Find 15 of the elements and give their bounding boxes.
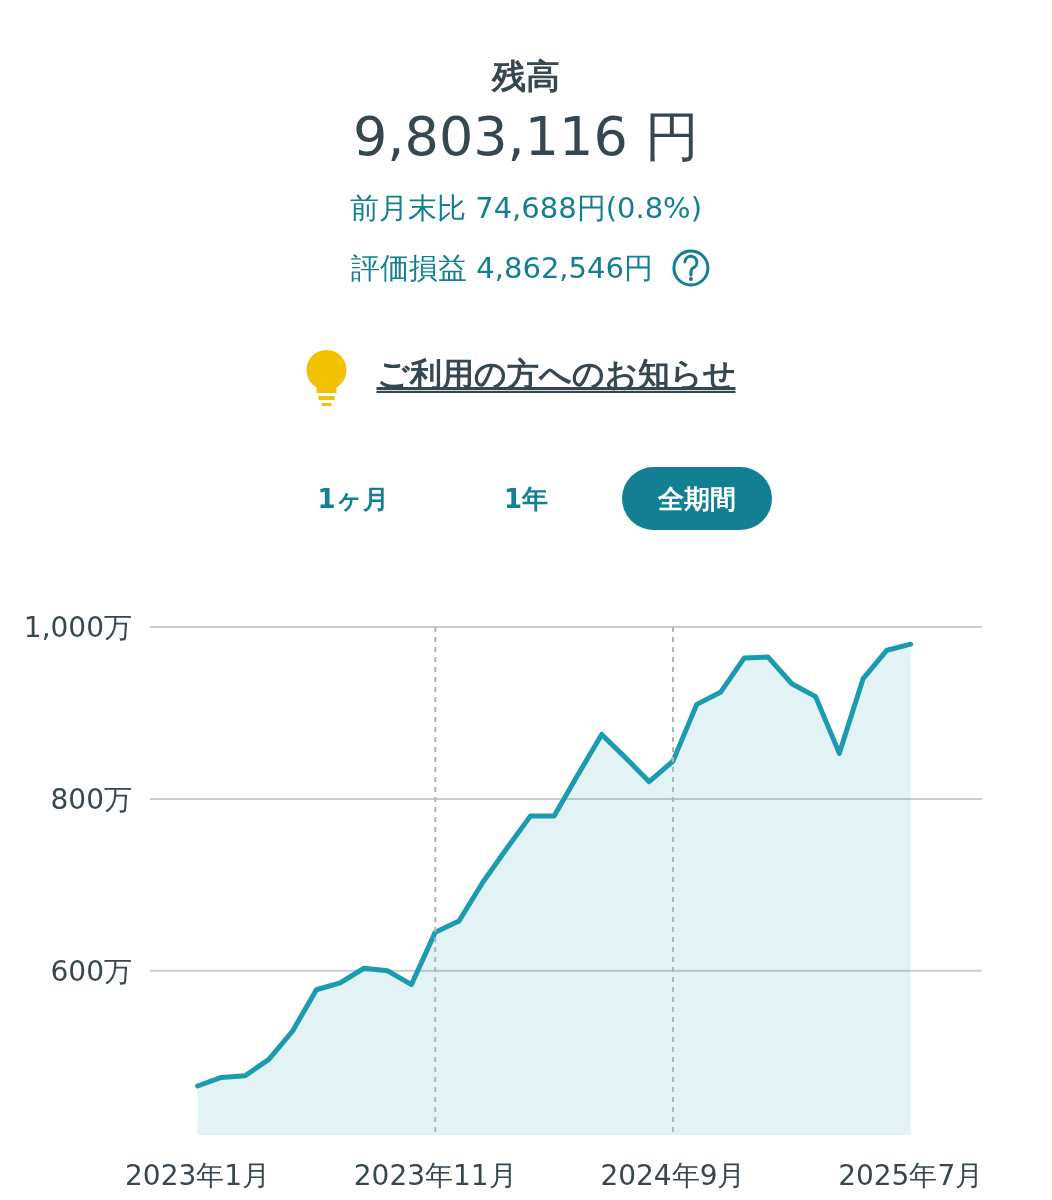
y-tick-label: 600万 <box>50 954 132 988</box>
x-tick-label: 2025年7月 <box>838 1159 984 1192</box>
chart-title: 残高 <box>490 56 560 96</box>
text: 1年 <box>503 484 549 514</box>
text: ご利用の方へのお知らせ <box>376 355 736 393</box>
x-tick-label: 2024年9月 <box>600 1159 746 1192</box>
chart-subtitle: 9,803,116 円 <box>353 105 699 168</box>
x-tick-label: 2023年1月 <box>125 1159 271 1192</box>
text: 全期間 <box>657 484 736 514</box>
text: 1ヶ月 <box>317 484 389 514</box>
text: 前月末比 74,688円(0.8%) <box>350 191 702 225</box>
y-tick-label: 800万 <box>50 782 132 816</box>
text: 評価損益 4,862,546円 <box>351 251 653 285</box>
x-tick-label: 2023年11月 <box>353 1159 517 1192</box>
y-tick-label: 1,000万 <box>23 611 132 644</box>
